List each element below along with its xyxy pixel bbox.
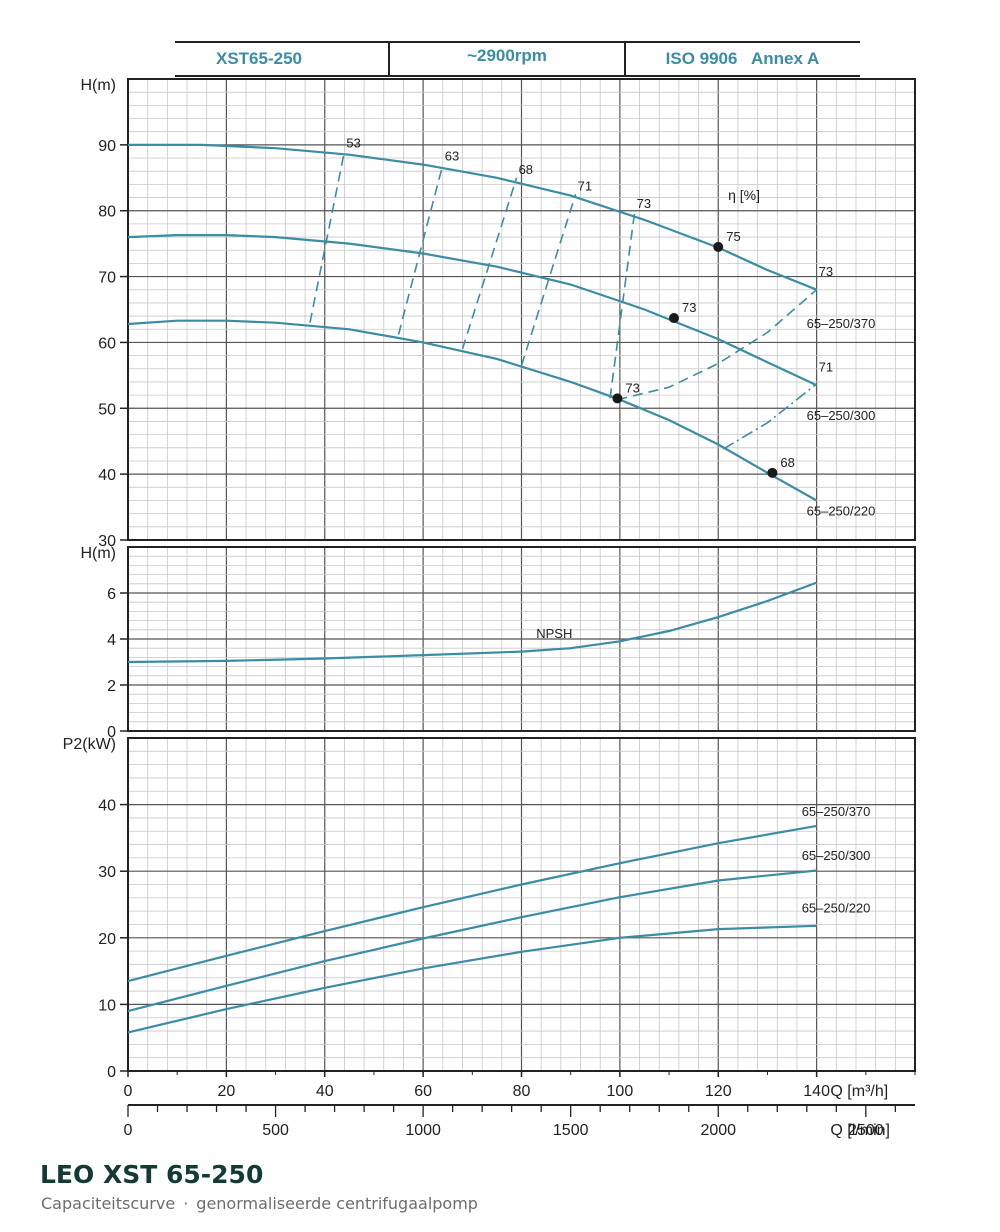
page-title: LEO XST 65-250 [40, 1160, 264, 1189]
efficiency-end-label-71: 71 [819, 359, 833, 374]
efficiency-label-53: 53 [346, 135, 360, 150]
secondary-tick-label: 0 [124, 1122, 133, 1139]
y-tick-label: 10 [98, 997, 116, 1014]
bep-point [713, 241, 724, 252]
series-label: 65–250/370 [807, 316, 876, 331]
x-tick-label: 0 [124, 1083, 133, 1100]
efficiency-line-63 [397, 164, 444, 335]
y-axis-label: H(m) [80, 77, 116, 94]
efficiency-label-71: 71 [578, 178, 592, 193]
y-tick-label: 20 [98, 931, 116, 948]
secondary-tick-label: 1000 [405, 1122, 441, 1139]
x-tick-label: 140 [803, 1083, 830, 1100]
efficiency-label-73: 73 [637, 196, 651, 211]
y-tick-label: 40 [98, 467, 116, 484]
npsh-label: NPSH [536, 626, 572, 641]
efficiency-end-label-73: 73 [819, 264, 833, 279]
subtitle-part1: Capaciteitscurve [41, 1194, 176, 1213]
x-axis-label: Q [m³/h] [830, 1083, 888, 1100]
efficiency-line-68 [461, 177, 518, 350]
y-tick-label: 80 [98, 204, 116, 221]
secondary-tick-label: 1500 [553, 1122, 589, 1139]
x-tick-label: 60 [414, 1083, 432, 1100]
x-tick-label: 20 [217, 1083, 235, 1100]
y-tick-label: 0 [107, 724, 116, 741]
bep-point [612, 393, 623, 404]
x-tick-label: 120 [705, 1083, 732, 1100]
bep-label: 75 [726, 229, 740, 244]
efficiency-line-73-upper [617, 289, 818, 401]
series-label: 65–250/300 [807, 408, 876, 423]
efficiency-label-63: 63 [445, 149, 459, 164]
y-tick-label: 2 [107, 678, 116, 695]
efficiency-line-71 [520, 194, 577, 366]
bep-label: 73 [682, 300, 696, 315]
series-label: 65–250/370 [802, 804, 871, 819]
efficiency-label-68: 68 [519, 162, 533, 177]
secondary-tick-label: 500 [262, 1122, 289, 1139]
y-tick-label: 50 [98, 401, 116, 418]
page-subtitle: Capaciteitscurve · genormaliseerde centrif… [41, 1194, 478, 1213]
y-tick-label: 30 [98, 864, 116, 881]
y-tick-label: 90 [98, 138, 116, 155]
curve-65–250/300 [127, 869, 817, 1013]
x-tick-label: 80 [513, 1083, 531, 1100]
bep-label: 68 [780, 455, 794, 470]
subtitle-part2: genormaliseerde centrifugaalpomp [196, 1194, 478, 1213]
secondary-tick-label: 2500 [848, 1122, 884, 1139]
x-tick-label: 40 [316, 1083, 334, 1100]
efficiency-line-71-upper [722, 383, 818, 450]
y-tick-label: 4 [107, 632, 116, 649]
header-model: XST65-250 [216, 49, 302, 68]
panel-frame [127, 78, 916, 541]
y-tick-label: 6 [107, 586, 116, 603]
curve-65–250/220 [127, 319, 818, 502]
secondary-axis-label: Q [l/min] [830, 1122, 890, 1139]
bep-label: 73 [625, 380, 639, 395]
bep-point [668, 313, 679, 324]
header-speed: ~2900rpm [467, 46, 547, 65]
y-tick-label: 30 [98, 533, 116, 550]
curve-65–250/300 [127, 234, 818, 387]
curve-65–250/220 [127, 924, 817, 1034]
y-axis-label: P2(kW) [63, 736, 116, 753]
curve-NPSH [127, 581, 817, 664]
y-tick-label: 40 [98, 798, 116, 815]
efficiency-line-53 [309, 151, 346, 323]
y-tick-label: 70 [98, 270, 116, 287]
curve-65–250/370 [128, 143, 818, 291]
subtitle-separator: · [183, 1194, 189, 1213]
y-tick-label: 0 [107, 1064, 116, 1081]
secondary-tick-label: 2000 [700, 1122, 736, 1139]
header-standard: ISO 9906 Annex A [665, 49, 820, 68]
series-label: 65–250/300 [802, 848, 871, 863]
series-label: 65–250/220 [802, 900, 871, 915]
y-tick-label: 60 [98, 335, 116, 352]
header-frame [175, 41, 860, 77]
curve-65–250/370 [127, 824, 817, 983]
series-label: 65–250/220 [807, 504, 876, 519]
x-tick-label: 100 [607, 1083, 634, 1100]
efficiency-unit-label: η [%] [728, 187, 760, 203]
y-axis-label: H(m) [80, 545, 116, 562]
bep-point [767, 467, 778, 478]
